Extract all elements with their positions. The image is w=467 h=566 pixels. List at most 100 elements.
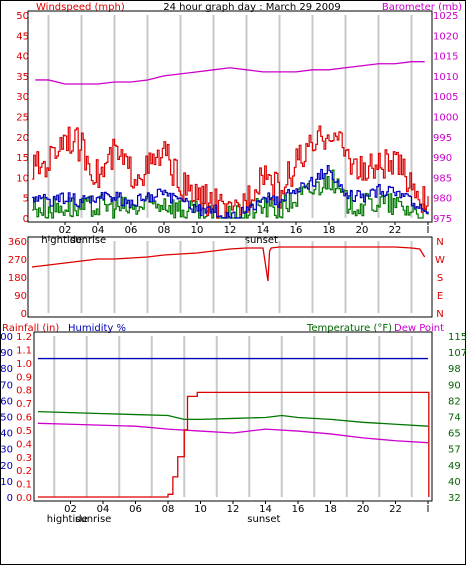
x-tick-label: 02 — [59, 225, 72, 236]
windspeed-tick-label: 10 — [16, 173, 29, 184]
windspeed-tick-label: 30 — [16, 92, 29, 103]
direction-tick-label: 90 — [14, 291, 27, 302]
windspeed-tick-label: 25 — [16, 113, 29, 124]
humidity-tick-label: 0 — [7, 493, 13, 504]
temperature-tick-label: 107 — [448, 348, 467, 359]
windspeed-axis-title: Windspeed (mph) — [36, 2, 125, 13]
barometer-tick-label: 990 — [433, 153, 452, 164]
windspeed-tick-label: 35 — [16, 72, 29, 83]
windspeed-tick-label: 20 — [16, 133, 29, 144]
windspeed-tick-label: 40 — [16, 52, 29, 63]
x-tick-label: 20 — [357, 504, 370, 515]
humidity-tick-label: 40 — [0, 429, 13, 440]
compass-label: N — [436, 237, 443, 248]
x-tick-label: 22 — [389, 504, 402, 515]
compass-label: E — [437, 291, 443, 302]
x-annotation-sunrise: sunrise — [70, 235, 106, 246]
x-annotation-hightide: hightide — [41, 235, 82, 246]
barometer-axis-title: Barometer (mb) — [382, 2, 462, 13]
rainfall-tick-label: 0.3 — [16, 453, 32, 464]
x-tick-label: 18 — [323, 225, 336, 236]
x-tick-label: 10 — [194, 504, 207, 515]
x-tick-label: 14 — [259, 504, 272, 515]
windspeed-tick-label: 50 — [16, 11, 29, 22]
barometer-tick-label: 1020 — [433, 31, 458, 42]
rainfall-tick-label: 1.0 — [16, 359, 32, 370]
wind-direction-series-line — [31, 246, 426, 282]
wind-speed-series-line — [32, 169, 429, 219]
x-tick-label: 08 — [158, 225, 171, 236]
compass-label: S — [437, 273, 443, 284]
rainfall-axis-title: Rainfall (in) — [2, 323, 59, 334]
direction-tick-label: 180 — [8, 273, 27, 284]
rainfall-tick-label: 0.7 — [16, 399, 32, 410]
temperature-tick-label: 40 — [448, 477, 461, 488]
x-tick-label: 04 — [92, 225, 105, 236]
temperature-axis-title: Temperature (°F) — [306, 323, 392, 334]
humidity-tick-label: 20 — [0, 461, 13, 472]
direction-tick-label: 270 — [8, 255, 27, 266]
barometer-tick-label: 980 — [433, 194, 452, 205]
humidity-tick-label: 70 — [0, 380, 13, 391]
humidity-axis-title: Humidity % — [68, 323, 126, 334]
rainfall-tick-label: 0.1 — [16, 480, 32, 491]
humidity-tick-label: 50 — [0, 413, 13, 424]
rainfall-tick-label: 0.2 — [16, 466, 32, 477]
barometer-tick-label: 1010 — [433, 72, 458, 83]
x-tick-label: 12 — [227, 504, 240, 515]
temperature-tick-label: 74 — [448, 413, 461, 424]
rainfall-tick-label: 0.5 — [16, 426, 32, 437]
windspeed-tick-label: 15 — [16, 153, 29, 164]
x-tick-label: 04 — [97, 504, 110, 515]
windspeed-tick-label: 0 — [23, 214, 29, 225]
compass-label: N — [436, 309, 443, 320]
humidity-tick-label: 10 — [0, 477, 13, 488]
rainfall-tick-label: 0.9 — [16, 372, 32, 383]
x-tick-label: 22 — [389, 225, 402, 236]
x-tick-label: 12 — [224, 225, 237, 236]
rainfall-tick-label: 1.1 — [16, 345, 32, 356]
barometer-tick-label: 1025 — [433, 11, 458, 22]
panel-frame — [27, 236, 433, 318]
temperature-tick-label: 65 — [448, 429, 461, 440]
temperature-tick-label: 49 — [448, 461, 461, 472]
humidity-tick-label: 90 — [0, 348, 13, 359]
barometer-tick-label: 1015 — [433, 52, 458, 63]
x-annotation-sunrise: sunrise — [75, 514, 111, 525]
wind-gust-series-line — [32, 125, 429, 219]
humidity-tick-label: 80 — [0, 364, 13, 375]
wind-average-series-line — [32, 165, 429, 219]
x-tick-label: 16 — [292, 504, 305, 515]
barometer-tick-label: 985 — [433, 173, 452, 184]
x-tick-label: 18 — [324, 504, 337, 515]
dewpoint-axis-title: Dew Point — [394, 323, 444, 334]
x-tick-label: 06 — [125, 225, 138, 236]
x-tick-label: 02 — [64, 504, 77, 515]
rainfall-tick-label: 1.2 — [16, 332, 32, 343]
compass-label: W — [435, 255, 445, 266]
chart-title: 24 hour graph day : March 29 2009 — [163, 2, 341, 13]
x-tick-label: 20 — [356, 225, 369, 236]
x-annotation-sunset: sunset — [247, 514, 280, 525]
temperature-tick-label: 115 — [448, 332, 467, 343]
humidity-tick-label: 30 — [0, 445, 13, 456]
temperature-tick-label: 90 — [448, 380, 461, 391]
dewpoint-series-line — [37, 422, 429, 444]
temperature-series-line — [37, 411, 429, 427]
barometer-series-line — [35, 61, 425, 85]
direction-tick-label: 0 — [21, 309, 27, 320]
x-tick-label: I — [427, 504, 430, 515]
barometer-tick-label: 975 — [433, 214, 452, 225]
temperature-tick-label: 57 — [448, 445, 461, 456]
x-tick-label: 06 — [129, 504, 142, 515]
temperature-tick-label: 32 — [448, 493, 461, 504]
humidity-tick-label: 100 — [0, 332, 13, 343]
x-annotation-hightide: hightide — [47, 514, 88, 525]
direction-tick-label: 360 — [8, 237, 27, 248]
x-tick-label: 14 — [257, 225, 270, 236]
x-annotation-sunset: sunset — [245, 235, 278, 246]
